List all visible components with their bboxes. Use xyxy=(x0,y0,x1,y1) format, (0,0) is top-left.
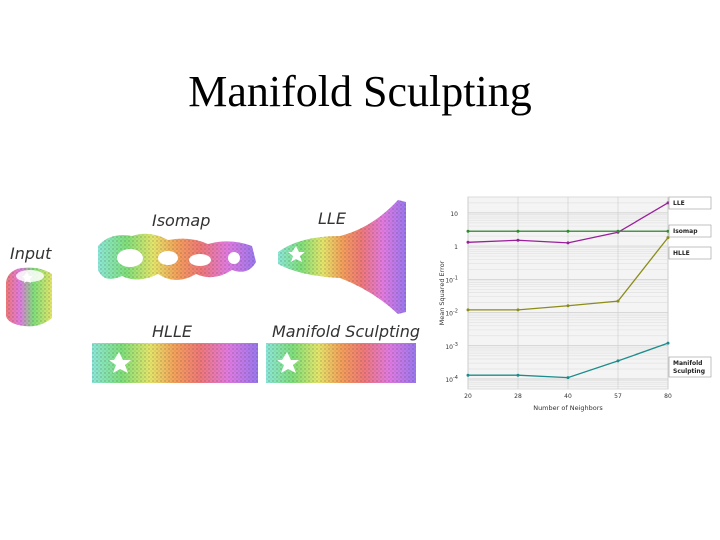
data-point-manifold-sculpting xyxy=(466,373,470,377)
data-point-manifold-sculpting xyxy=(666,341,670,345)
data-point-lle xyxy=(516,238,520,242)
legend-box-isomap xyxy=(668,224,712,238)
manifold-sculpting-embedding xyxy=(266,343,416,383)
data-point-isomap xyxy=(516,229,520,233)
data-point-manifold-sculpting xyxy=(516,373,520,377)
label-hlle: HLLE xyxy=(152,322,192,341)
label-input: Input xyxy=(10,244,52,263)
data-point-lle xyxy=(566,241,570,245)
y-axis-label: Mean Squared Error xyxy=(438,260,446,325)
x-tick-label: 57 xyxy=(614,393,622,400)
x-tick-label: 40 xyxy=(564,393,572,400)
y-tick-label: 10-1 xyxy=(445,275,458,284)
legend-label-isomap: Isomap xyxy=(673,228,698,235)
data-point-hlle xyxy=(616,299,620,303)
x-tick-label: 28 xyxy=(514,393,522,400)
data-point-manifold-sculpting xyxy=(566,376,570,380)
legend-label-hlle: HLLE xyxy=(673,250,690,257)
slide-title: Manifold Sculpting xyxy=(188,67,532,116)
legend-box-manifold-sculpting xyxy=(668,356,712,378)
label-lle: LLE xyxy=(318,209,346,228)
data-point-isomap xyxy=(566,229,570,233)
y-tick-label: 10-3 xyxy=(445,342,458,351)
data-point-manifold-sculpting xyxy=(616,359,620,363)
mse-chart: 10 1 10-1 10-2 10-3 10-4 20 28 40 57 80 Number of N… xyxy=(438,196,712,412)
input-manifold xyxy=(6,267,52,327)
data-point-isomap xyxy=(466,229,470,233)
label-manifold-sculpting: Manifold Sculpting xyxy=(272,322,421,341)
x-tick-label: 80 xyxy=(664,393,672,400)
legend-label-lle: LLE xyxy=(673,200,685,207)
legend-box-hlle xyxy=(668,246,712,260)
isomap-embedding xyxy=(98,233,256,280)
data-point-hlle xyxy=(516,308,520,312)
legend-box-lle xyxy=(668,196,712,210)
data-point-isomap xyxy=(616,229,620,233)
y-tick-label: 10 xyxy=(450,211,458,218)
data-point-hlle xyxy=(566,304,570,308)
y-tick-label: 10-4 xyxy=(445,375,458,384)
legend-label-manifold-sculpting: Sculpting xyxy=(673,368,705,375)
hlle-embedding xyxy=(92,343,258,383)
y-tick-label: 10-2 xyxy=(445,309,458,318)
data-point-hlle xyxy=(466,308,470,312)
y-tick-label: 1 xyxy=(454,244,458,251)
label-isomap: Isomap xyxy=(152,211,211,230)
x-axis-label: Number of Neighbors xyxy=(533,404,603,412)
legend-label-manifold-sculpting: Manifold xyxy=(673,360,702,367)
lle-embedding xyxy=(278,200,406,314)
x-tick-label: 20 xyxy=(464,393,472,400)
data-point-lle xyxy=(466,240,470,244)
